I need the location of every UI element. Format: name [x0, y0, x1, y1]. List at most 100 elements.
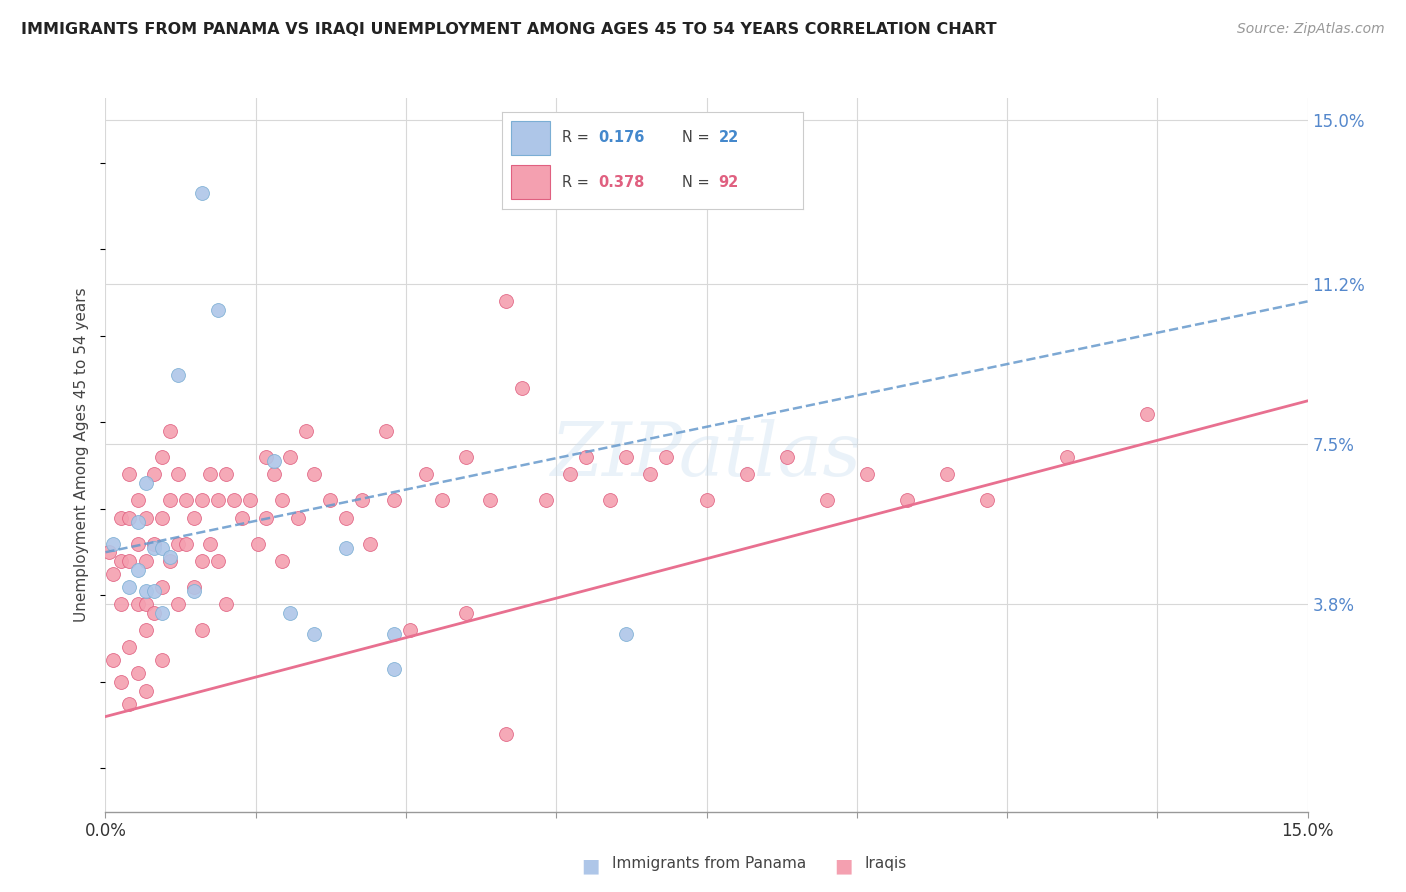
Point [231, 510, 253, 524]
Point [616, 450, 638, 464]
Point [454, 606, 477, 620]
Point [142, 536, 165, 550]
Point [159, 424, 181, 438]
Point [254, 450, 277, 464]
Point [142, 467, 165, 482]
Point [696, 493, 718, 508]
Point [415, 467, 437, 482]
Point [295, 424, 318, 438]
Point [183, 584, 205, 599]
Point [302, 467, 325, 482]
Point [510, 381, 533, 395]
Text: ZIPatlas: ZIPatlas [551, 418, 862, 491]
Point [135, 554, 157, 568]
Text: Iraqis: Iraqis [865, 856, 907, 871]
Text: IMMIGRANTS FROM PANAMA VS IRAQI UNEMPLOYMENT AMONG AGES 45 TO 54 YEARS CORRELATI: IMMIGRANTS FROM PANAMA VS IRAQI UNEMPLOY… [21, 22, 997, 37]
Point [599, 493, 621, 508]
Point [374, 424, 398, 438]
Point [263, 467, 285, 482]
Point [815, 493, 838, 508]
Point [454, 450, 477, 464]
Point [214, 467, 236, 482]
Point [135, 584, 157, 599]
Point [103, 653, 125, 667]
Point [214, 597, 236, 611]
Point [150, 541, 173, 555]
Point [278, 606, 301, 620]
Point [319, 493, 342, 508]
Point [287, 510, 309, 524]
Point [135, 623, 157, 637]
Point [207, 303, 229, 318]
Point [150, 606, 173, 620]
Point [198, 536, 221, 550]
Point [359, 536, 381, 550]
Point [190, 623, 212, 637]
Point [382, 493, 405, 508]
Point [254, 510, 277, 524]
Point [183, 580, 205, 594]
Point [399, 623, 422, 637]
Point [159, 549, 181, 564]
Point [207, 493, 229, 508]
Point [350, 493, 373, 508]
Point [655, 450, 678, 464]
Y-axis label: Unemployment Among Ages 45 to 54 years: Unemployment Among Ages 45 to 54 years [75, 287, 90, 623]
Point [118, 467, 141, 482]
Point [239, 493, 262, 508]
Point [640, 467, 662, 482]
Point [118, 580, 141, 594]
Point [735, 467, 758, 482]
Point [382, 627, 405, 641]
Point [174, 536, 197, 550]
Point [560, 467, 582, 482]
Point [479, 493, 502, 508]
Point [855, 467, 877, 482]
Point [207, 554, 229, 568]
Point [270, 493, 292, 508]
Point [159, 554, 181, 568]
Point [302, 627, 325, 641]
Point [1056, 450, 1078, 464]
Point [150, 450, 173, 464]
Point [222, 493, 245, 508]
Point [159, 493, 181, 508]
Point [776, 450, 799, 464]
Point [118, 510, 141, 524]
Point [335, 541, 357, 555]
Point [166, 467, 188, 482]
Point [127, 493, 149, 508]
Point [110, 675, 132, 690]
Point [135, 683, 157, 698]
Point [198, 467, 221, 482]
Point [103, 566, 125, 581]
Point [127, 515, 149, 529]
Point [190, 493, 212, 508]
Point [534, 493, 557, 508]
Point [270, 554, 292, 568]
Point [246, 536, 269, 550]
Point [103, 536, 125, 550]
Point [150, 580, 173, 594]
Point [135, 476, 157, 491]
Point [382, 662, 405, 676]
Point [150, 653, 173, 667]
Text: Immigrants from Panama: Immigrants from Panama [612, 856, 806, 871]
Point [575, 450, 598, 464]
Point [976, 493, 998, 508]
Point [190, 554, 212, 568]
Point [335, 510, 357, 524]
Point [127, 666, 149, 681]
Point [142, 541, 165, 555]
Point [110, 597, 132, 611]
Point [278, 450, 301, 464]
Point [263, 454, 285, 468]
Point [127, 562, 149, 576]
Point [616, 627, 638, 641]
Point [936, 467, 959, 482]
Point [166, 368, 188, 382]
Point [142, 606, 165, 620]
Text: ■: ■ [581, 856, 600, 875]
Point [166, 597, 188, 611]
Point [118, 640, 141, 655]
